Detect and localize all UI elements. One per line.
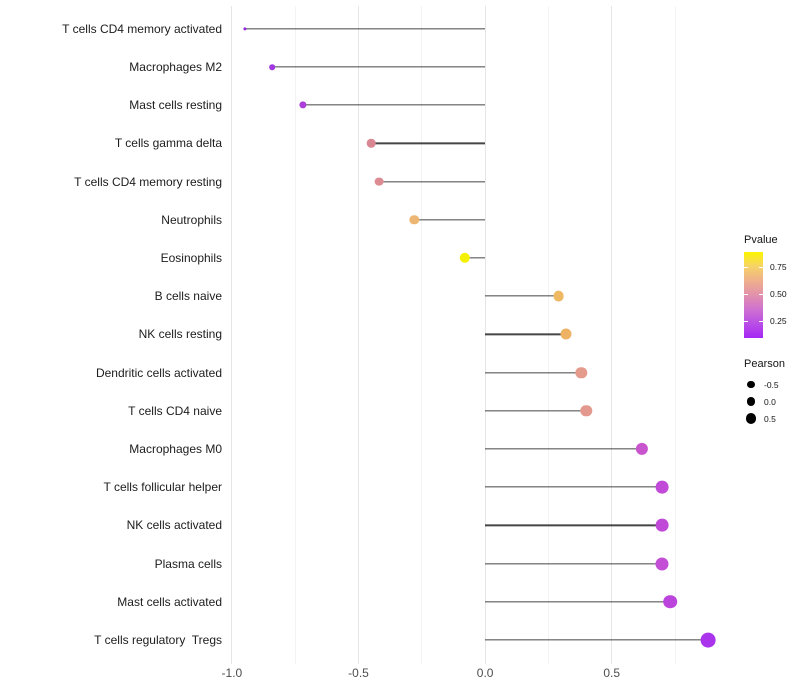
lollipop-stem <box>464 257 486 259</box>
gridline-x--0.25 <box>421 6 423 664</box>
lollipop-stem <box>371 142 486 145</box>
pvalue-colorbar-tickmark <box>744 294 748 296</box>
lollipop-dot <box>663 595 677 609</box>
x-axis-tick-label: -1.0 <box>221 666 243 680</box>
lollipop-dot <box>459 252 471 264</box>
lollipop-stem <box>272 66 486 68</box>
pvalue-color-legend: Pvalue 0.75 0.50 0.25 <box>744 234 800 338</box>
dot-icon <box>747 380 755 389</box>
dot-icon <box>746 397 756 406</box>
pearson-legend-entry: 0.5 <box>744 410 800 427</box>
y-axis-label: Macrophages M2 <box>129 60 222 74</box>
dot-icon <box>745 413 757 424</box>
y-axis-label: T cells CD4 memory resting <box>74 174 222 189</box>
lollipop-dot <box>700 632 716 648</box>
pvalue-tick-label: 0.75 <box>770 262 787 273</box>
y-axis-label: Mast cells activated <box>117 594 222 609</box>
lollipop-dot <box>655 518 669 532</box>
lollipop-stem <box>244 28 486 30</box>
lollipop-stem <box>485 410 587 412</box>
pearson-legend-entry: 0.0 <box>744 393 800 410</box>
lollipop-dot <box>409 215 419 225</box>
x-axis-tick-label: 0.5 <box>603 666 621 680</box>
pearson-entry-label: 0.5 <box>764 413 776 424</box>
lollipop-dot <box>575 366 588 379</box>
y-axis-label: T cells regulatory Tregs <box>94 633 222 647</box>
lollipop-dot <box>242 27 247 31</box>
y-axis-label: Dendritic cells activated <box>95 365 222 380</box>
lollipop-dot <box>580 405 593 417</box>
y-axis-label: NK cells activated <box>126 518 222 533</box>
y-axis-label: T cells CD4 memory activated <box>62 21 222 36</box>
lollipop-dot <box>299 101 307 109</box>
y-axis-label: B cells naive <box>154 289 222 304</box>
lollipop-stem <box>485 639 708 641</box>
x-axis-tick-label: -0.5 <box>348 666 369 680</box>
pvalue-tick-label: 0.50 <box>770 289 787 300</box>
y-axis-label: T cells follicular helper <box>103 480 223 495</box>
y-axis-label: Mast cells resting <box>129 98 222 113</box>
lollipop-dot <box>553 290 564 302</box>
pvalue-tick-label: 0.25 <box>770 315 787 326</box>
lollipop-dot <box>636 442 649 456</box>
y-axis-label: Macrophages M0 <box>129 442 222 456</box>
pvalue-colorbar: 0.75 0.50 0.25 <box>744 252 787 338</box>
lollipop-stem <box>485 601 670 603</box>
gridline-x--0.5 <box>358 6 359 664</box>
pearson-legend-title: Pearson <box>744 358 785 370</box>
pearson-entry-label: 0.0 <box>764 396 776 407</box>
lollipop-stem <box>485 448 643 450</box>
pvalue-colorbar-tickmark <box>759 294 763 296</box>
lollipop-dot <box>560 328 572 340</box>
pearson-legend-entries: -0.5 0.0 0.5 <box>744 376 800 427</box>
gridline-x-0.75 <box>674 6 676 664</box>
lollipop-stem <box>485 486 663 488</box>
y-axis-label: Plasma cells <box>154 556 222 571</box>
pvalue-legend-title: Pvalue <box>744 234 778 246</box>
pvalue-colorbar-tickmark <box>744 320 748 322</box>
lollipop-dot <box>655 480 669 494</box>
y-axis-label: NK cells resting <box>138 327 222 342</box>
gridline-x-0.5 <box>611 6 613 664</box>
pvalue-colorbar-tickmark <box>759 267 763 269</box>
y-axis-label: T cells gamma delta <box>114 136 222 151</box>
pearson-legend-entry: -0.5 <box>744 376 800 393</box>
pvalue-colorbar-tickmark <box>744 267 748 269</box>
gridline-x--0.75 <box>294 6 296 664</box>
pearson-key-dot <box>744 378 758 392</box>
lollipop-stem <box>485 295 559 297</box>
lollipop-stem <box>485 371 582 374</box>
lollipop-dot <box>269 64 276 70</box>
pearson-key-dot <box>744 395 758 409</box>
y-axis-label: T cells CD4 naive <box>128 403 222 418</box>
pearson-entry-label: -0.5 <box>764 379 779 390</box>
lollipop-stem <box>485 562 663 565</box>
x-axis-tick-label: 0.0 <box>476 666 494 680</box>
lollipop-stem <box>302 104 486 106</box>
lollipop-stem <box>485 524 663 527</box>
lollipop-dot <box>655 557 669 571</box>
pearson-key-dot <box>744 412 758 426</box>
lollipop-stem <box>485 333 567 336</box>
y-axis-label: Eosinophils <box>160 251 222 265</box>
lollipop-stem <box>414 219 486 221</box>
y-axis-label: Neutrophils <box>161 212 222 227</box>
pearson-size-legend: Pearson -0.5 0.0 0.5 <box>744 358 800 427</box>
lollipop-dot <box>374 177 384 186</box>
gridline-x--1 <box>231 6 233 664</box>
plot-panel <box>0 6 800 664</box>
lollipop-dot <box>366 139 376 148</box>
pvalue-colorbar-tickmark <box>759 320 763 322</box>
lollipop-stem <box>378 180 486 183</box>
